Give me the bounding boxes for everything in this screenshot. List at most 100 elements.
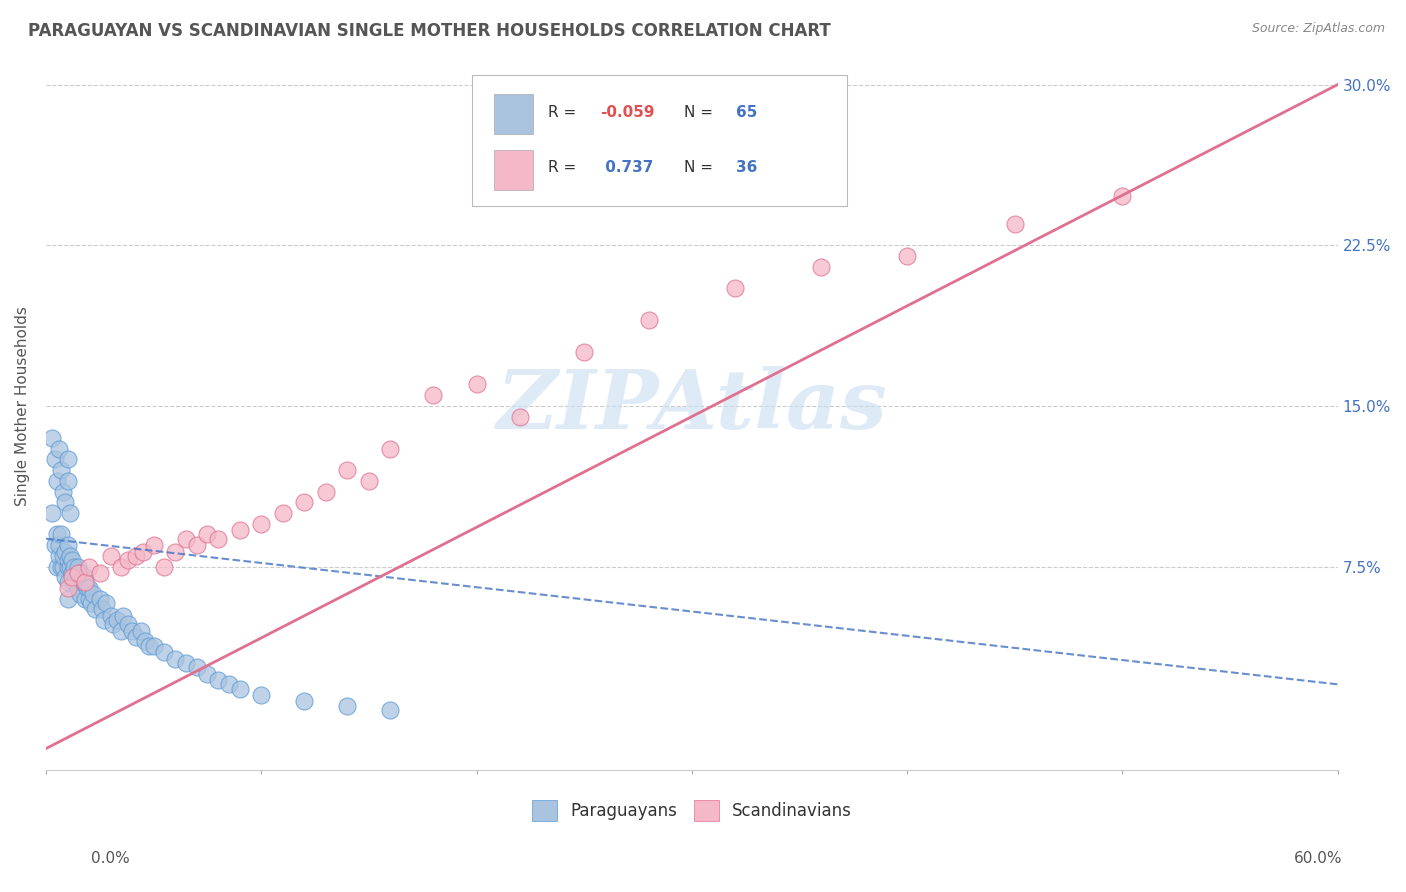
Point [89,591,111,606]
Point [93,613,115,627]
Point [56,574,79,589]
Point [336,698,359,713]
Text: Source: ZipAtlas.com: Source: ZipAtlas.com [1251,22,1385,36]
Point [72,574,94,589]
Point [53,570,76,584]
Point [60,566,83,580]
Point [45,474,67,488]
Point [73,574,96,589]
Point [250,516,273,531]
Text: 36: 36 [735,160,756,175]
Point [896,249,918,263]
Point [84,602,107,616]
Point [142,538,165,552]
Point [121,624,143,638]
Point [53,544,76,558]
Point [165,544,187,558]
Point [48,538,70,552]
Point [80,596,103,610]
Point [100,608,122,623]
Point [69,587,91,601]
Point [138,639,160,653]
Point [357,474,380,488]
Point [63,574,86,589]
Point [41,431,63,445]
Point [112,608,135,623]
Point [1004,217,1026,231]
Point [100,549,122,563]
Point [56,581,79,595]
Point [465,377,488,392]
Point [1111,189,1133,203]
Point [380,442,402,456]
Point [105,613,128,627]
Point [197,666,219,681]
Point [207,673,229,687]
Point [69,566,91,580]
Point [52,549,75,563]
Point [63,559,86,574]
Point [56,559,79,574]
Point [49,559,72,574]
Point [292,694,315,708]
Point [134,634,156,648]
Point [67,559,90,574]
Point [67,581,90,595]
Text: R =: R = [548,160,582,175]
Bar [494,150,533,190]
Point [52,484,75,499]
Text: N =: N = [685,105,718,120]
Point [228,523,250,537]
Point [44,538,66,552]
Point [142,639,165,653]
Point [129,624,152,638]
Text: ZIPAtlas: ZIPAtlas [496,366,887,446]
Point [49,463,72,477]
Point [509,409,531,424]
Point [56,452,79,467]
Point [48,549,70,563]
Point [73,570,96,584]
Point [125,549,148,563]
Point [59,559,82,574]
Point [218,677,240,691]
Point [56,553,79,567]
Bar [494,94,533,134]
Point [41,506,63,520]
Text: PARAGUAYAN VS SCANDINAVIAN SINGLE MOTHER HOUSEHOLDS CORRELATION CHART: PARAGUAYAN VS SCANDINAVIAN SINGLE MOTHER… [28,22,831,40]
Point [572,345,595,359]
FancyBboxPatch shape [472,75,846,206]
Point [48,442,70,456]
Point [422,388,444,402]
Point [174,656,197,670]
Point [637,313,659,327]
Point [186,660,208,674]
Point [67,566,90,580]
Point [45,559,67,574]
Point [153,559,176,574]
Point [49,527,72,541]
Point [82,587,104,601]
Text: 60.0%: 60.0% [1295,851,1343,865]
Text: R =: R = [548,105,582,120]
Point [73,591,96,606]
Point [165,651,187,665]
Point [45,527,67,541]
Text: N =: N = [685,160,718,175]
Point [186,538,208,552]
Point [125,630,148,644]
Point [59,549,82,563]
Point [292,495,315,509]
Point [110,559,132,574]
Point [110,624,132,638]
Point [207,532,229,546]
Point [91,602,114,616]
Point [336,463,359,477]
Text: -0.059: -0.059 [600,105,655,120]
Point [101,617,124,632]
Point [132,544,155,558]
Text: 65: 65 [735,105,756,120]
Point [810,260,832,274]
Point [89,566,111,580]
Point [315,484,337,499]
